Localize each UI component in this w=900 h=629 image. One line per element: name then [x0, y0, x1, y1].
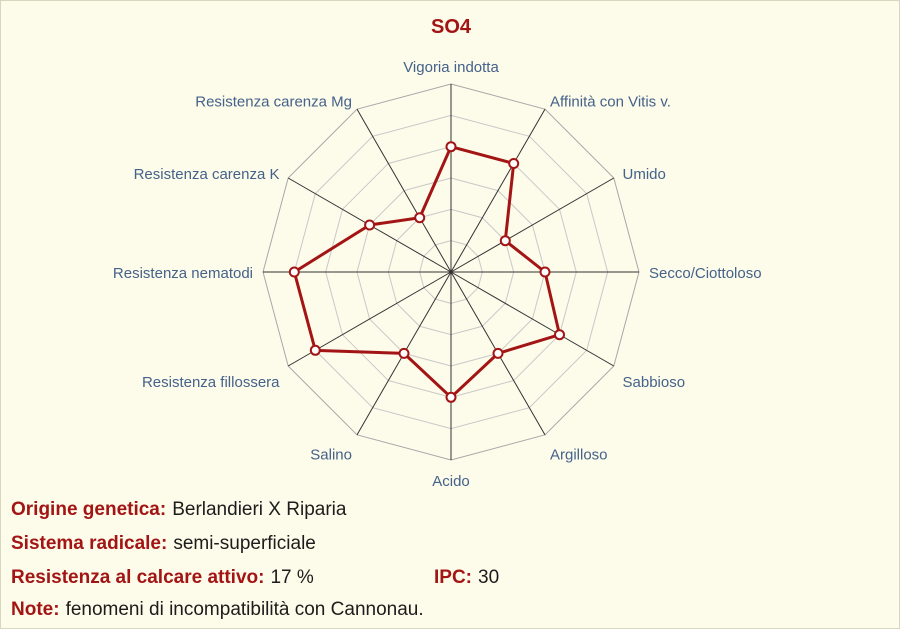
radar-chart: SO4 Vigoria indotta Affinità con Vitis v. U… [113, 16, 762, 490]
notes-label: Note: [11, 599, 60, 620]
data-point [508, 158, 520, 169]
axis-label: Resistenza fillossera [142, 374, 280, 391]
origin-value: Berlandieri X Riparia [172, 499, 347, 520]
lime-resistance-label: Resistenza al calcare attivo: [11, 567, 265, 588]
data-point [398, 347, 410, 359]
lime-resistance-row: Resistenza al calcare attivo: 17 % [11, 567, 314, 589]
origin-label: Origine genetica: [11, 499, 167, 520]
axis-label: Umido [623, 166, 666, 183]
data-point [492, 347, 504, 359]
notes-value: fenomeni di incompatibilità con Cannonau… [65, 599, 424, 620]
root-system-value: semi-superficiale [173, 533, 316, 554]
data-point [288, 266, 300, 278]
axis-label: Vigoria indotta [403, 59, 499, 76]
root-system-row: Sistema radicale: semi-superficiale [11, 533, 316, 555]
ipc-row: IPC: 30 [434, 567, 499, 589]
data-point [554, 329, 565, 341]
axis-spoke [356, 108, 452, 273]
data-point [445, 141, 457, 153]
root-system-label: Sistema radicale: [11, 533, 168, 554]
axis-label: Resistenza nematodi [113, 265, 253, 282]
axis-label: Acido [432, 473, 470, 490]
axis-label: Secco/Ciottoloso [649, 265, 762, 282]
axis-spoke [450, 108, 546, 273]
origin-row: Origine genetica: Berlandieri X Riparia [11, 499, 346, 521]
data-point [539, 266, 551, 278]
axis-label: Affinità con Vitis v. [550, 94, 671, 111]
ipc-value: 30 [478, 567, 500, 588]
axis-spoke [450, 271, 615, 367]
data-point [445, 391, 457, 403]
axis-label: Salino [310, 447, 352, 464]
data-point [499, 235, 511, 247]
data-point [364, 219, 376, 231]
axis-label: Argilloso [550, 447, 608, 464]
data-point [309, 344, 321, 356]
data-point [414, 212, 426, 224]
ipc-label: IPC: [434, 567, 472, 588]
chart-title: SO4 [431, 16, 472, 38]
axis-label: Resistenza carenza Mg [195, 94, 352, 111]
lime-resistance-value: 17 % [270, 567, 314, 588]
axis-label: Sabbioso [623, 374, 686, 391]
axis-label: Resistenza carenza K [134, 166, 280, 183]
axis-spoke [450, 177, 615, 273]
notes-row: Note: fenomeni di incompatibilità con Can… [11, 599, 424, 621]
